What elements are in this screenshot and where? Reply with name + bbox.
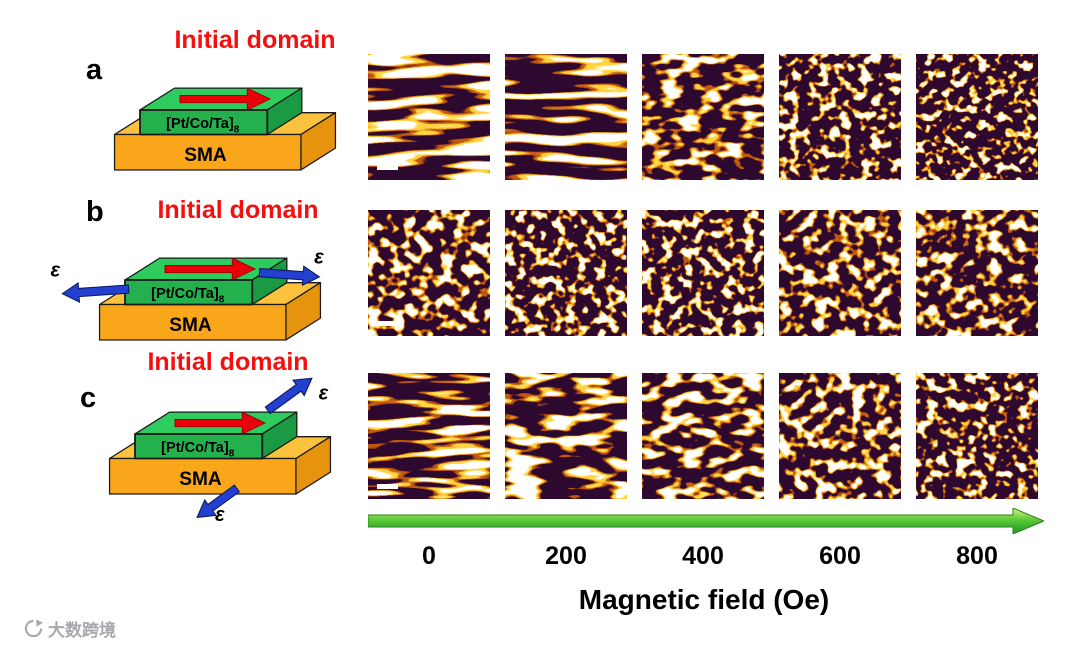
axis-title: Magnetic field (Oe) <box>578 584 830 615</box>
film-stack-label: [Pt/Co/Ta]8 <box>161 440 235 460</box>
magnetic-field-axis-arrow <box>368 508 1044 534</box>
substrate-label: SMA <box>179 469 222 490</box>
mfm-panel-b-200oe <box>505 210 627 336</box>
schematic-a: [Pt/Co/Ta]8 SMA <box>113 87 337 171</box>
film-front-face <box>124 279 254 306</box>
mfm-image <box>779 54 901 180</box>
film-stack-label: [Pt/Co/Ta]8 <box>151 286 225 306</box>
strain-symbol-right: ε <box>314 247 324 269</box>
scale-bar <box>377 484 398 489</box>
field-tick-row: 0 200 400 600 800 <box>368 542 1038 571</box>
film-stack-label: [Pt/Co/Ta]8 <box>166 116 240 136</box>
mfm-row-c <box>368 373 1038 499</box>
mfm-image <box>368 210 490 336</box>
mfm-panel-b-400oe <box>642 210 764 336</box>
mfm-image <box>642 373 764 499</box>
mfm-panel-c-800oe <box>916 373 1038 499</box>
scale-bar <box>377 165 398 170</box>
film-front-face <box>139 109 269 136</box>
initial-domain-label-c: Initial domain <box>147 348 309 376</box>
strain-arrow-down-icon <box>196 484 240 518</box>
initial-domain-arrow-icon <box>164 257 257 281</box>
substrate-label: SMA <box>169 315 212 336</box>
mfm-image <box>916 54 1038 180</box>
strain-arrow-right-icon <box>258 265 321 287</box>
mfm-image-grid <box>368 52 1040 552</box>
schematic-c: ε ε [Pt/Co/Ta]8 SMA <box>108 377 332 525</box>
mfm-row-b <box>368 210 1038 336</box>
mfm-panel-c-200oe <box>505 373 627 499</box>
mfm-image <box>779 210 901 336</box>
field-tick-200: 200 <box>545 542 587 570</box>
mfm-image <box>916 210 1038 336</box>
mfm-image <box>916 373 1038 499</box>
mfm-image <box>505 54 627 180</box>
mfm-image <box>368 373 490 499</box>
axis-arrow-shape <box>368 508 1044 534</box>
initial-domain-arrow-icon <box>179 87 272 111</box>
substrate-label: SMA <box>184 145 227 166</box>
field-tick-400: 400 <box>682 542 724 570</box>
field-tick-800: 800 <box>956 542 998 570</box>
mfm-panel-b-800oe <box>916 210 1038 336</box>
field-tick-600: 600 <box>819 542 861 570</box>
watermark-text: 大数跨境 <box>48 621 116 640</box>
watermark-logo-icon <box>24 619 43 638</box>
mfm-panel-a-0oe <box>368 54 490 180</box>
mfm-image <box>779 373 901 499</box>
substrate-front-face <box>108 457 297 495</box>
field-tick-0: 0 <box>422 542 436 570</box>
strain-arrow-up-icon <box>264 377 313 415</box>
initial-domain-arrow-icon <box>174 411 267 435</box>
panel-label-b: b <box>86 196 104 228</box>
strain-arrow-left-icon <box>61 282 130 303</box>
initial-domain-label-a: Initial domain <box>174 26 336 54</box>
strain-symbol-bottom: ε <box>215 504 225 525</box>
scale-bar <box>377 321 398 326</box>
mfm-panel-b-0oe <box>368 210 490 336</box>
schematic-b: ε ε [Pt/Co/Ta]8 SMA <box>50 247 324 341</box>
panel-label-c: c <box>80 382 97 414</box>
mfm-image <box>642 54 764 180</box>
mfm-panel-c-600oe <box>779 373 901 499</box>
mfm-panel-c-0oe <box>368 373 490 499</box>
strain-symbol-left: ε <box>50 259 60 281</box>
mfm-row-a <box>368 54 1038 180</box>
film-front-face <box>134 433 264 460</box>
panel-label-a: a <box>86 54 103 86</box>
mfm-image <box>505 210 627 336</box>
mfm-panel-a-600oe <box>779 54 901 180</box>
mfm-panel-a-800oe <box>916 54 1038 180</box>
mfm-panel-c-400oe <box>642 373 764 499</box>
mfm-image <box>642 210 764 336</box>
mfm-image <box>505 373 627 499</box>
watermark: 大数跨境 <box>24 616 116 641</box>
mfm-panel-a-400oe <box>642 54 764 180</box>
mfm-image <box>368 54 490 180</box>
initial-domain-label-b: Initial domain <box>157 196 319 224</box>
mfm-panel-a-200oe <box>505 54 627 180</box>
substrate-front-face <box>113 133 302 171</box>
mfm-panel-b-600oe <box>779 210 901 336</box>
strain-symbol-top: ε <box>319 382 329 404</box>
